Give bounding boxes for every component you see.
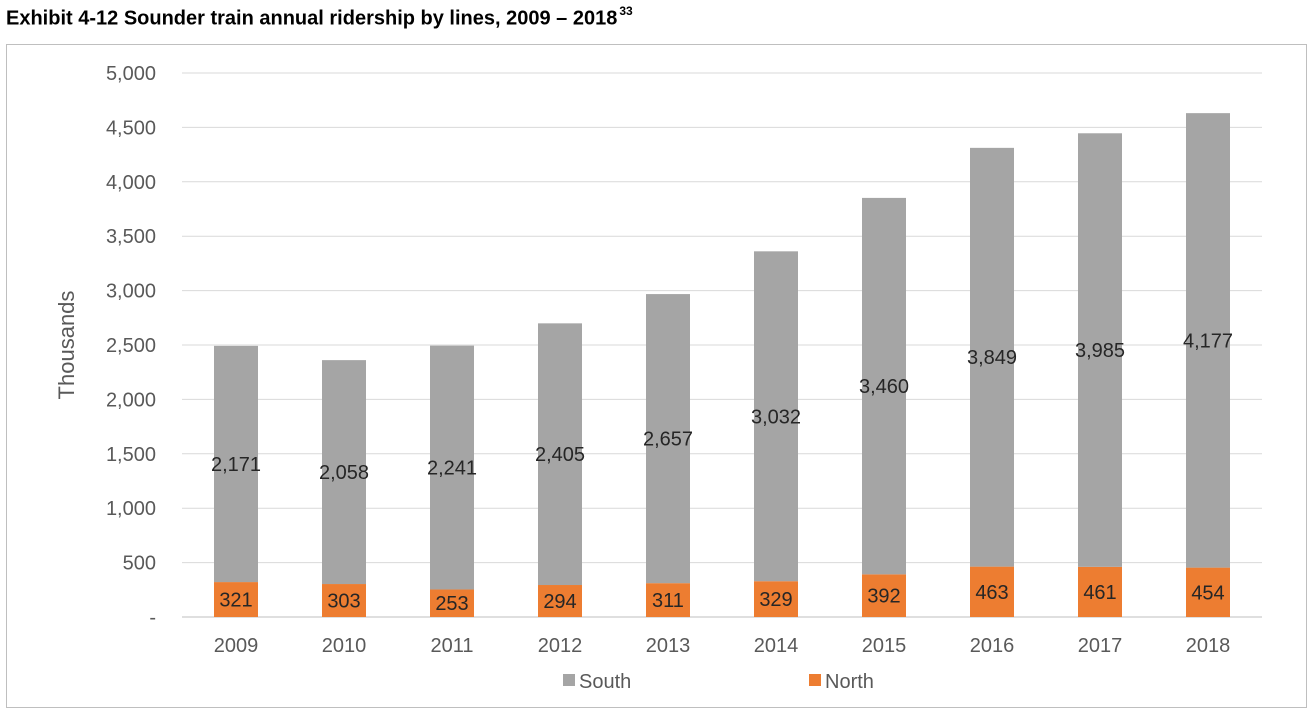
y-tick-label: 4,500 bbox=[106, 117, 156, 139]
x-tick-label: 2013 bbox=[646, 635, 691, 657]
x-tick-labels: 2009 2010 2011 2012 2013 2014 2015 2016 2017 2018 bbox=[214, 635, 1231, 657]
data-label-south: 4,177 bbox=[1183, 330, 1233, 352]
bar-north bbox=[646, 583, 690, 617]
bar-north bbox=[430, 589, 474, 617]
bar-south bbox=[430, 345, 474, 590]
data-label-south: 3,032 bbox=[751, 406, 801, 428]
data-label-south: 2,241 bbox=[427, 458, 477, 480]
data-label-south: 3,985 bbox=[1075, 340, 1125, 362]
bar-south bbox=[862, 197, 906, 575]
chart-frame bbox=[6, 44, 1307, 708]
y-tick-label: - bbox=[149, 607, 156, 629]
x-tick-label: 2017 bbox=[1078, 635, 1123, 657]
y-tick-label: 4,000 bbox=[106, 172, 156, 194]
legend-swatch-south bbox=[563, 674, 575, 686]
data-label-north: 253 bbox=[435, 593, 468, 615]
data-label-south: 3,460 bbox=[859, 376, 909, 398]
x-tick-label: 2012 bbox=[538, 635, 583, 657]
y-tick-label: 3,500 bbox=[106, 226, 156, 248]
bar-south bbox=[214, 345, 258, 583]
data-label-south: 2,405 bbox=[535, 444, 585, 466]
bar-south bbox=[538, 323, 582, 586]
x-tick-label: 2011 bbox=[430, 635, 473, 657]
data-label-south: 2,058 bbox=[319, 462, 369, 484]
x-tick-label: 2018 bbox=[1186, 635, 1231, 657]
legend-label-south: South bbox=[579, 671, 631, 693]
data-label-north: 461 bbox=[1083, 582, 1116, 604]
data-label-south: 3,849 bbox=[967, 347, 1017, 369]
x-tick-label: 2010 bbox=[322, 635, 367, 657]
data-label-north: 454 bbox=[1191, 582, 1224, 604]
bar-south bbox=[970, 147, 1014, 567]
x-tick-label: 2009 bbox=[214, 635, 259, 657]
bars bbox=[214, 113, 1230, 617]
bar-south bbox=[646, 294, 690, 584]
chart-title-text: Exhibit 4-12 Sounder train annual riders… bbox=[6, 7, 618, 30]
chart-title: Exhibit 4-12 Sounder train annual riders… bbox=[6, 4, 633, 31]
legend-label-north: North bbox=[825, 671, 874, 693]
y-axis-label: Thousands bbox=[54, 291, 79, 400]
bar-north bbox=[214, 582, 258, 617]
bar-south bbox=[1078, 133, 1122, 567]
bar-north bbox=[754, 581, 798, 617]
y-tick-label: 2,000 bbox=[106, 389, 156, 411]
x-tick-label: 2014 bbox=[754, 635, 799, 657]
data-label-south: 2,657 bbox=[643, 429, 693, 451]
data-label-north: 303 bbox=[327, 591, 360, 613]
data-label-north: 321 bbox=[219, 590, 252, 612]
y-tick-label: 500 bbox=[123, 553, 156, 575]
bar-north bbox=[538, 585, 582, 617]
bar-north bbox=[970, 566, 1014, 617]
data-label-north: 463 bbox=[975, 582, 1008, 604]
bar-north bbox=[322, 584, 366, 617]
data-label-north: 329 bbox=[759, 589, 792, 611]
data-label-south: 2,171 bbox=[211, 454, 261, 476]
y-tick-label: 5,000 bbox=[106, 63, 156, 85]
legend: South North bbox=[563, 671, 874, 693]
x-tick-label: 2016 bbox=[970, 635, 1015, 657]
data-labels: 321 2,171 303 2,058 253 2,241 294 2,405 311 2,657… bbox=[211, 330, 1233, 615]
bar-south bbox=[322, 360, 366, 585]
bar-north bbox=[862, 574, 906, 617]
bar-north bbox=[1186, 567, 1230, 617]
y-tick-label: 2,500 bbox=[106, 335, 156, 357]
x-tick-label: 2015 bbox=[862, 635, 907, 657]
y-tick-label: 1,000 bbox=[106, 498, 156, 520]
data-label-north: 311 bbox=[652, 590, 684, 612]
bar-south bbox=[754, 251, 798, 582]
bar-north bbox=[1078, 566, 1122, 617]
y-tick-label: 3,000 bbox=[106, 281, 156, 303]
y-tick-label: 1,500 bbox=[106, 444, 156, 466]
bar-south bbox=[1186, 113, 1230, 568]
title-footnote: 33 bbox=[619, 4, 633, 18]
data-label-north: 294 bbox=[543, 591, 576, 613]
y-tick-labels: - 500 1,000 1,500 2,000 2,500 3,000 3,500 4,000 4… bbox=[106, 63, 156, 629]
data-label-north: 392 bbox=[867, 586, 900, 608]
legend-swatch-north bbox=[809, 674, 821, 686]
